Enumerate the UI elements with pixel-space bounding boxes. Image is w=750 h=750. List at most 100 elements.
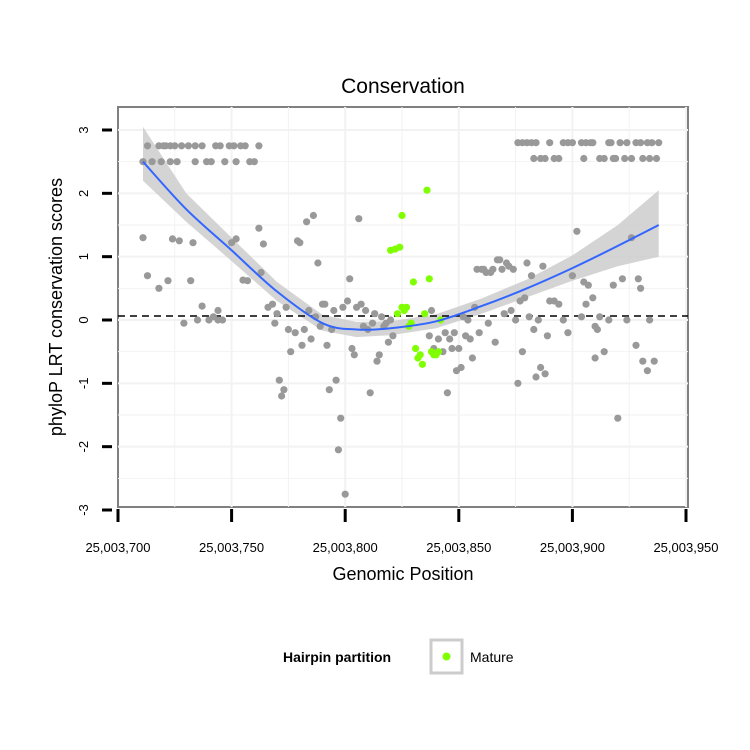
data-point-other — [143, 142, 152, 150]
confidence-band-area — [143, 126, 659, 338]
data-point-other — [232, 235, 240, 243]
data-point-other — [646, 316, 654, 324]
data-point-other — [612, 154, 620, 163]
data-point-other — [455, 344, 463, 353]
data-point-mature — [418, 360, 426, 368]
data-point-other — [584, 281, 592, 289]
x-tick-label: 25,003,950 — [653, 540, 718, 555]
data-point-other — [648, 139, 656, 147]
data-point-other — [271, 319, 279, 327]
data-point-other — [218, 316, 227, 324]
data-point-other — [257, 268, 265, 277]
data-point-other — [555, 300, 563, 308]
x-tick-label: 25,003,700 — [85, 540, 150, 555]
data-point-other — [466, 335, 474, 343]
data-point-other — [216, 142, 224, 150]
x-axis-label: Genomic Position — [332, 564, 473, 584]
data-point-other — [509, 265, 517, 273]
data-point-other — [443, 389, 451, 397]
data-point-other — [305, 306, 313, 315]
data-point-other — [300, 325, 308, 334]
data-point-other — [621, 154, 629, 163]
data-point-other — [637, 284, 645, 292]
data-point-other — [514, 379, 522, 387]
confidence-band — [143, 126, 659, 338]
data-point-other — [539, 262, 547, 270]
data-point-other — [180, 319, 188, 327]
data-point-other — [500, 310, 508, 318]
data-point-other — [655, 139, 663, 147]
data-point-other — [568, 139, 577, 147]
data-point-other — [198, 302, 206, 310]
data-point-mature — [425, 275, 433, 283]
data-point-other — [273, 310, 281, 318]
data-point-other — [284, 325, 292, 334]
data-point-other — [646, 154, 654, 163]
data-point-other — [334, 446, 342, 454]
chart-title: Conservation — [341, 75, 465, 98]
data-point-other — [157, 158, 165, 166]
data-point-other — [387, 316, 395, 324]
y-axis: -3 -2 -1 0 1 2 3 — [76, 126, 112, 516]
x-tick-label: 25,003,850 — [426, 540, 491, 555]
data-point-mature — [421, 310, 429, 318]
data-point-other — [168, 235, 177, 243]
y-tick-label: 0 — [76, 316, 91, 323]
data-point-other — [600, 348, 608, 356]
data-point-other — [321, 300, 329, 308]
legend: Hairpin partition Mature — [283, 638, 514, 675]
data-point-other — [316, 322, 324, 330]
data-point-other — [173, 158, 181, 166]
data-point-other — [637, 139, 645, 147]
data-point-other — [434, 335, 442, 343]
data-point-other — [525, 313, 533, 321]
data-point-other — [175, 237, 183, 245]
legend-label-mature: Mature — [470, 649, 514, 665]
data-point-other — [309, 211, 317, 220]
data-point-other — [532, 139, 540, 147]
data-point-other — [541, 370, 549, 378]
data-point-mature — [393, 310, 402, 318]
data-point-other — [307, 335, 315, 343]
data-point-other — [457, 363, 465, 372]
data-point-other — [627, 154, 636, 163]
data-point-other — [593, 325, 602, 334]
data-point-other — [523, 259, 531, 267]
data-point-other — [530, 154, 538, 163]
data-point-other — [580, 154, 588, 163]
data-point-other — [275, 376, 283, 384]
data-point-other — [357, 300, 365, 308]
data-point-other — [230, 142, 238, 150]
data-point-other — [148, 158, 156, 166]
data-point-other — [171, 142, 179, 150]
data-point-other — [378, 313, 386, 321]
data-point-other — [605, 316, 613, 324]
legend-title: Hairpin partition — [283, 649, 391, 665]
data-point-other — [330, 306, 338, 315]
data-point-mature — [423, 186, 431, 194]
data-point-other — [259, 240, 267, 248]
y-tick-label: 1 — [76, 253, 91, 260]
data-point-other — [652, 154, 661, 163]
data-point-other — [577, 313, 586, 321]
data-point-other — [368, 319, 377, 327]
data-point-other — [339, 303, 347, 311]
data-point-other — [303, 218, 311, 226]
data-point-other — [475, 329, 483, 337]
data-point-other — [582, 300, 590, 308]
data-point-mature — [396, 243, 404, 251]
data-point-other — [468, 354, 476, 362]
data-point-other — [355, 215, 363, 223]
data-point-other — [187, 277, 195, 285]
data-point-other — [489, 265, 497, 273]
data-point-other — [343, 297, 352, 305]
data-point-other — [591, 354, 599, 362]
data-point-other — [450, 329, 458, 337]
data-point-other — [155, 284, 163, 292]
data-point-other — [143, 272, 152, 280]
legend-key-mature-dot — [442, 652, 451, 661]
data-point-other — [607, 139, 615, 147]
data-point-other — [325, 386, 333, 394]
data-point-other — [623, 139, 631, 147]
